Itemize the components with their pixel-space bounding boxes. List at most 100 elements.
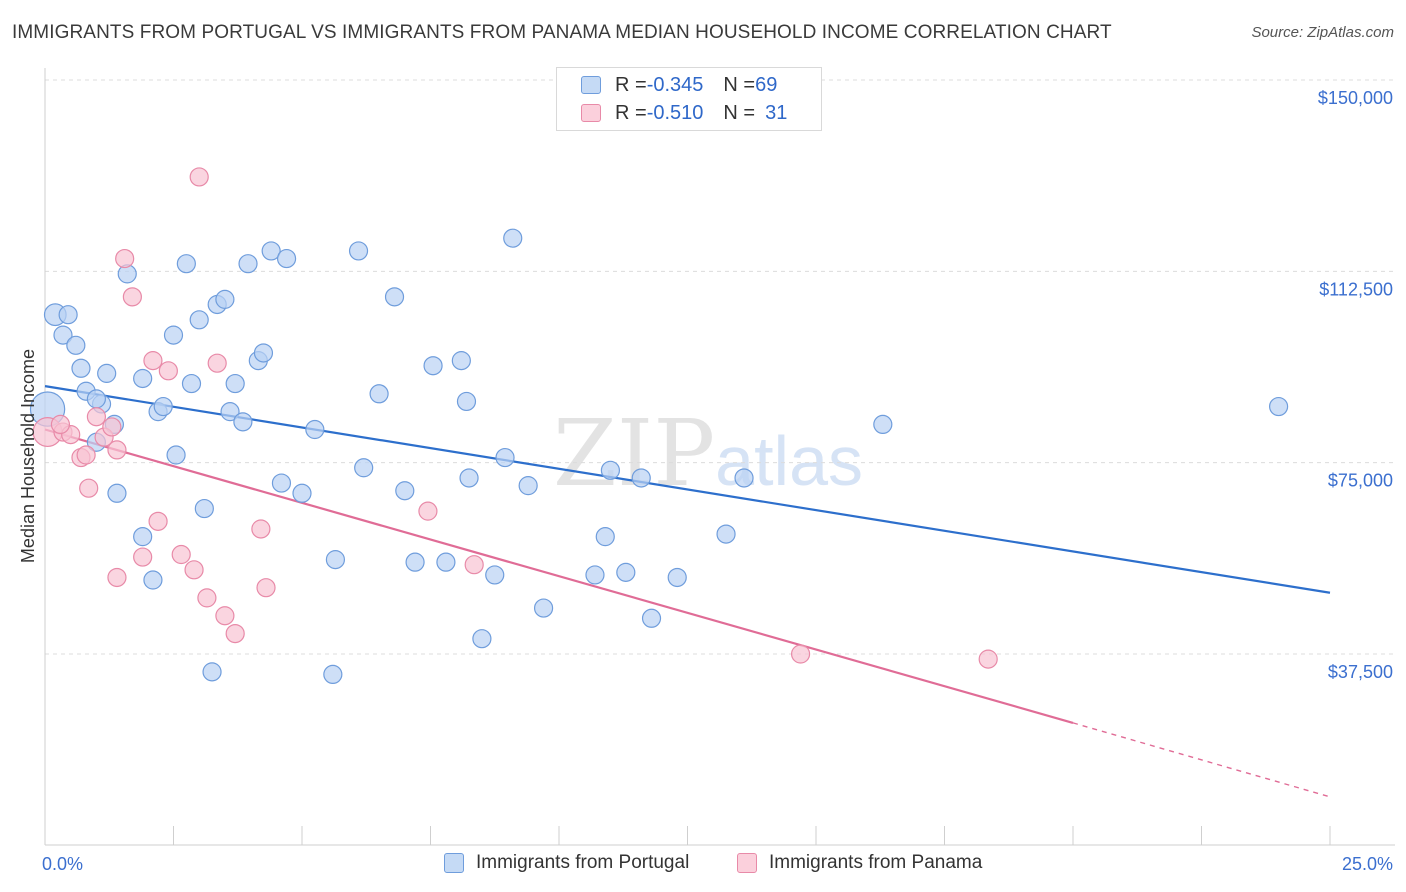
legend-n-value: 69 bbox=[755, 73, 778, 96]
portugal-point bbox=[354, 458, 374, 478]
portugal-point bbox=[305, 419, 325, 440]
chart-title: IMMIGRANTS FROM PORTUGAL VS IMMIGRANTS F… bbox=[12, 22, 1112, 43]
portugal-point bbox=[176, 254, 196, 274]
legend-r-value: -0.345 bbox=[646, 73, 704, 96]
portugal-point bbox=[495, 447, 515, 468]
y-axis-title: Median Household Income bbox=[18, 349, 38, 563]
panama-point bbox=[107, 440, 127, 460]
panama-point bbox=[225, 623, 245, 644]
panama-point bbox=[978, 649, 998, 669]
portugal-point bbox=[451, 351, 471, 371]
portugal-point bbox=[585, 565, 605, 585]
portugal-point bbox=[166, 445, 186, 465]
portugal-point bbox=[86, 389, 107, 409]
portugal-point bbox=[71, 358, 91, 378]
portugal-point bbox=[533, 598, 554, 618]
portugal-point bbox=[53, 325, 73, 345]
y-tick-label: $75,000 bbox=[1328, 471, 1393, 491]
panama-point bbox=[107, 567, 127, 588]
portugal-point bbox=[436, 552, 456, 572]
portugal-point bbox=[153, 396, 173, 417]
panama-point bbox=[50, 414, 71, 434]
portugal-point bbox=[215, 289, 235, 309]
tick-labels: $37,500 $75,000 $112,500 $150,000 0.0% 25.0% bbox=[42, 88, 1393, 874]
panama-point bbox=[102, 417, 122, 437]
legend-label-panama: Immigrants from Panama bbox=[769, 852, 983, 873]
portugal-point bbox=[667, 567, 687, 588]
panama-point bbox=[76, 445, 96, 465]
panama-point bbox=[256, 578, 276, 598]
panama-point bbox=[215, 606, 235, 626]
portugal-point bbox=[348, 241, 369, 261]
portugal-point bbox=[225, 373, 245, 394]
portugal-point bbox=[485, 565, 505, 585]
panama-point bbox=[115, 248, 135, 269]
portugal-point bbox=[734, 468, 754, 488]
portugal-point bbox=[384, 287, 405, 307]
portugal-point bbox=[503, 228, 523, 248]
portugal-point bbox=[261, 241, 281, 261]
correlation-legend: R = -0.345 N = 69 R = -0.510 N = 31 bbox=[556, 67, 822, 131]
legend-r-value: -0.510 bbox=[646, 101, 704, 124]
portugal-point bbox=[716, 524, 736, 544]
portugal-point bbox=[292, 483, 312, 503]
portugal-point bbox=[459, 468, 479, 488]
panama-point bbox=[143, 351, 163, 371]
portugal-point bbox=[189, 310, 209, 330]
portugal-point bbox=[194, 498, 214, 519]
portugal-point bbox=[323, 664, 343, 685]
x-tick-label: 25.0% bbox=[1342, 854, 1393, 874]
portugal-point bbox=[253, 343, 274, 363]
portugal-point bbox=[405, 552, 425, 572]
portugal-point bbox=[600, 460, 621, 480]
portugal-point bbox=[163, 325, 184, 345]
portugal-point bbox=[641, 608, 662, 628]
trend-line-panama bbox=[44, 428, 1074, 724]
portugal-point bbox=[472, 629, 492, 649]
panama-point bbox=[86, 407, 107, 427]
portugal-point bbox=[616, 562, 636, 582]
panama-point bbox=[189, 167, 209, 187]
y-tick-label: $37,500 bbox=[1328, 662, 1393, 682]
panama-point bbox=[158, 361, 178, 381]
portugal-point bbox=[325, 550, 346, 570]
legend-row-portugal: R = -0.345 N = 69 bbox=[581, 72, 777, 98]
y-tick-label: $112,500 bbox=[1319, 279, 1393, 299]
legend-row-panama: R = -0.510 N = 31 bbox=[581, 100, 787, 126]
panama-point bbox=[790, 644, 811, 664]
legend-swatch-portugal bbox=[581, 76, 601, 94]
portugal-point bbox=[202, 662, 222, 682]
panama-point bbox=[171, 544, 191, 565]
legend-item-portugal: Immigrants from Portugal bbox=[444, 852, 689, 874]
axes bbox=[44, 68, 1395, 846]
legend-item-panama: Immigrants from Panama bbox=[737, 852, 982, 874]
portugal-point bbox=[181, 373, 202, 394]
portugal-point bbox=[456, 391, 477, 412]
panama-point bbox=[418, 501, 438, 521]
panama-point bbox=[207, 353, 227, 373]
portugal-point bbox=[631, 468, 651, 488]
portugal-point bbox=[133, 527, 153, 547]
portugal-point bbox=[595, 527, 615, 547]
legend-n-label: N = bbox=[723, 73, 756, 96]
portugal-point bbox=[66, 335, 86, 355]
portugal-point bbox=[271, 473, 292, 493]
portugal-point bbox=[233, 412, 253, 432]
source-label: Source: ZipAtlas.com bbox=[1251, 24, 1394, 41]
trend-line-panama-extension bbox=[1072, 722, 1331, 798]
portugal-point bbox=[423, 356, 443, 376]
legend-label-portugal: Immigrants from Portugal bbox=[476, 852, 690, 873]
legend-swatch-portugal bbox=[444, 853, 464, 873]
portugal-point bbox=[97, 363, 117, 383]
trend-lines bbox=[44, 385, 1331, 798]
portugal-point bbox=[369, 384, 389, 404]
legend-r-label: R = bbox=[615, 73, 647, 96]
panama-point bbox=[251, 519, 271, 539]
data-points bbox=[29, 167, 1289, 685]
portugal-point bbox=[395, 481, 415, 501]
portugal-point bbox=[1268, 396, 1289, 417]
portugal-point bbox=[107, 483, 127, 503]
portugal-point bbox=[276, 248, 297, 269]
portugal-point bbox=[143, 570, 163, 590]
